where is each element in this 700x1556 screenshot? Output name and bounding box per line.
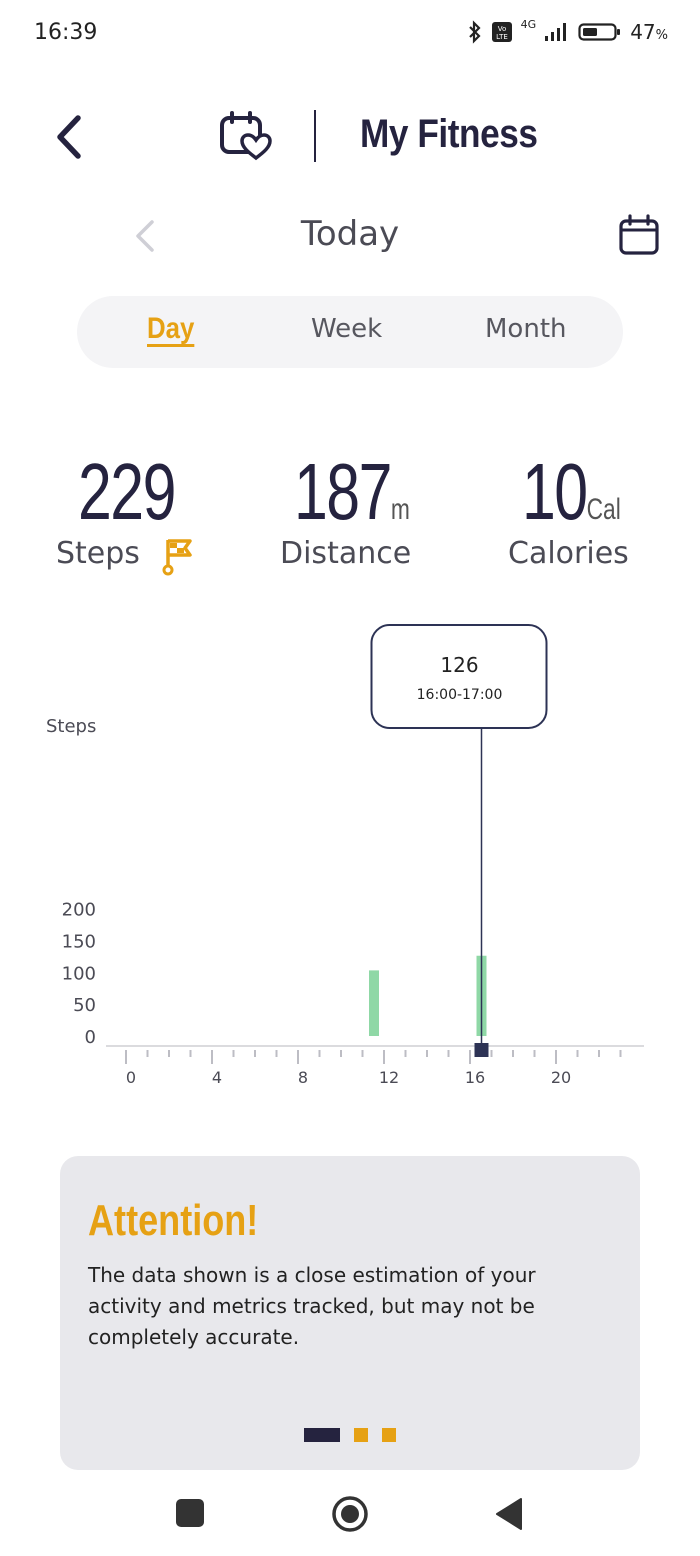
header-divider [314,110,316,162]
tooltip-box [370,624,548,729]
calories-unit: Cal [586,493,621,526]
distance-value-group: 187m [294,446,410,538]
triangle-back-icon [496,1498,522,1530]
steps-chart: Steps 0 50 100 150 200 0 4 8 12 16 20 126 16:00-17:00 [46,624,644,1087]
x-tick-label: 8 [298,1068,308,1087]
calories-label: Calories [508,536,629,571]
attention-text: The data shown is a close estimation of … [88,1263,536,1349]
chart-bar [369,970,379,1036]
calendar-heart-icon [218,110,272,162]
goal-flag-icon [160,536,196,576]
attention-card: Attention! The data shown is a close est… [60,1156,640,1470]
svg-text:Vo: Vo [497,25,506,33]
back-button[interactable] [46,108,94,166]
page-title: My Fitness [360,112,538,156]
y-tick-label: 150 [62,931,96,952]
steps-value: 229 [78,447,176,536]
tab-week[interactable]: Week [311,314,383,344]
y-tick-label: 200 [62,900,96,921]
bluetooth-icon [468,20,481,44]
signal-icon [545,23,567,41]
chevron-left-icon [57,115,81,159]
distance-value: 187 [294,447,392,536]
y-tick-label: 0 [85,1027,96,1048]
y-tick-label: 50 [73,995,96,1016]
x-tick-label: 4 [212,1068,222,1087]
carousel-indicator [304,1428,396,1442]
tab-day[interactable]: Day [147,312,195,345]
calendar-icon [619,214,659,255]
tooltip-value: 126 [440,653,478,677]
previous-day-button[interactable] [130,216,160,256]
y-tick-label: 100 [62,963,96,984]
calories-value-group: 10Cal [522,446,621,538]
carousel-dot-active[interactable] [304,1428,340,1442]
carousel-dot[interactable] [382,1428,396,1442]
calories-value: 10 [522,447,588,536]
date-label: Today [300,214,400,254]
y-axis-label: Steps [46,716,96,737]
chevron-left-icon [136,220,154,252]
recent-apps-button[interactable] [176,1499,204,1527]
status-time: 16:39 [34,20,98,45]
system-back-button[interactable] [494,1497,524,1531]
x-tick-label: 16 [465,1068,485,1087]
battery-level: 47% [630,20,668,44]
x-tick-label: 20 [551,1068,571,1087]
steps-label: Steps [56,536,140,571]
network-type: 4G [520,17,537,31]
battery-icon [578,23,621,41]
battery-percent-sign: % [655,28,668,43]
x-tick-label: 12 [379,1068,399,1087]
status-icons: Vo LTE 4G 47% [467,17,668,44]
tooltip-range: 16:00-17:00 [417,687,503,703]
home-button[interactable] [331,1495,369,1533]
period-tabs: Day Week Month [77,296,623,368]
distance-label: Distance [280,536,412,571]
attention-title: Attention! [88,1196,259,1245]
x-tick-label: 0 [126,1068,136,1087]
tab-month[interactable]: Month [485,314,567,344]
distance-unit: m [390,493,410,526]
home-icon [332,1496,368,1532]
svg-text:LTE: LTE [496,33,508,41]
carousel-dot[interactable] [354,1428,368,1442]
selection-marker [474,1043,489,1057]
calendar-button[interactable] [618,214,660,256]
